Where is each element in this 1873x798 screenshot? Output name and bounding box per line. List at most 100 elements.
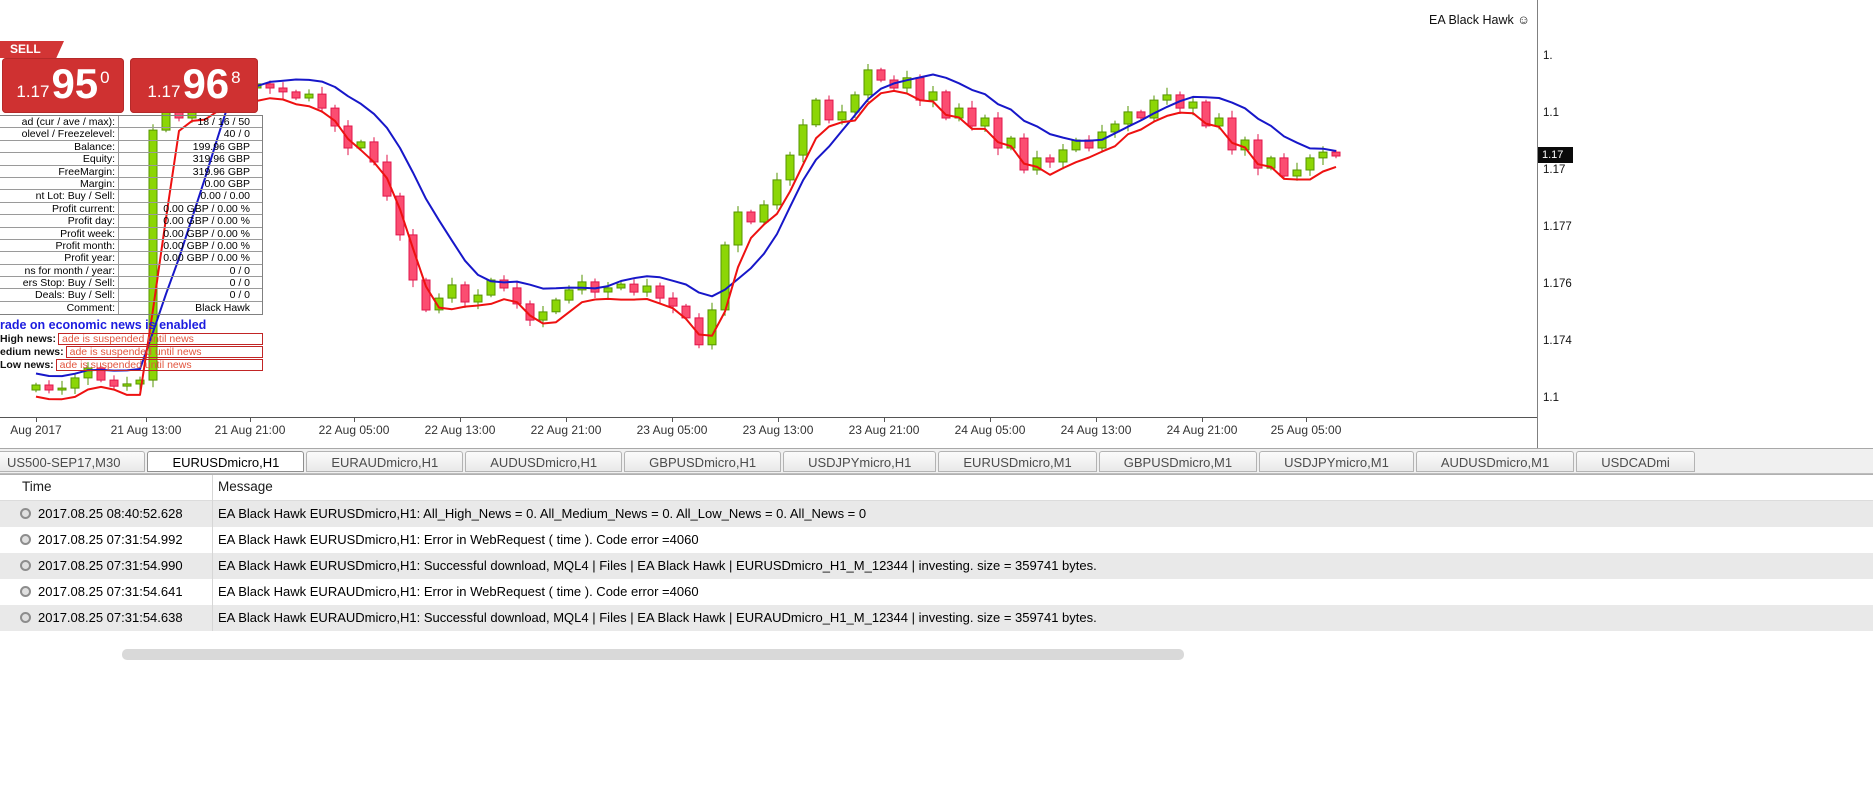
log-message: EA Black Hawk EURAUDmicro,H1: Error in W… <box>218 584 699 599</box>
info-row: ers Stop: Buy / Sell: 0 / 0 <box>0 277 262 290</box>
candle-body <box>1201 101 1211 127</box>
candle-body <box>733 211 743 246</box>
info-label: Profit current: <box>51 202 115 215</box>
candle-body <box>486 279 496 296</box>
log-message: EA Black Hawk EURUSDmicro,H1: Successful… <box>218 558 1097 573</box>
info-value: 0 / 0 <box>118 289 262 301</box>
candle-body <box>1253 139 1263 169</box>
candle-body <box>460 284 470 303</box>
candle-body <box>356 141 366 149</box>
candle-body <box>902 77 912 89</box>
tab-us500-sep17-m30[interactable]: US500-SEP17,M30 <box>0 451 146 472</box>
candle-body <box>447 284 457 299</box>
price-axis-label: 1.176 <box>1543 278 1572 290</box>
tab-euraudmicro-h1[interactable]: EURAUDmicro,H1 <box>306 451 464 472</box>
info-label: Equity: <box>82 153 115 165</box>
candle-body <box>837 111 847 121</box>
candle-body <box>1110 123 1120 133</box>
candle-body <box>1045 157 1055 163</box>
column-header-time[interactable]: Time <box>22 479 52 494</box>
info-row: nt Lot: Buy / Sell: 0.00 / 0.00 <box>0 190 262 203</box>
info-value: 0.00 GBP / 0.00 % <box>118 202 262 215</box>
info-row: ad (cur / ave / max): 18 / 16 / 50 <box>0 116 262 129</box>
tab-eurusdmicro-h1[interactable]: EURUSDmicro,H1 <box>147 451 305 472</box>
time-axis-label: 22 Aug 13:00 <box>424 423 496 437</box>
candle-body <box>70 377 80 389</box>
candle-body <box>1279 157 1289 177</box>
candle-body <box>629 283 639 293</box>
candle-body <box>538 311 548 321</box>
sell-ribbon: SELL <box>0 41 64 58</box>
tab-gbpusdmicro-h1[interactable]: GBPUSDmicro,H1 <box>624 451 782 472</box>
news-row: Low news: ade is suspended until news <box>0 359 263 372</box>
bid-price-box[interactable]: 1.17 95 0 <box>2 58 124 113</box>
time-axis[interactable]: Aug 2017 21 Aug 13:00 21 Aug 21:00 22 Aug 0… <box>0 418 1537 448</box>
candle-body <box>759 204 769 223</box>
log-time: 2017.08.25 07:31:54.992 <box>38 532 183 547</box>
candle-body <box>135 379 145 385</box>
info-row: Deals: Buy / Sell: 0 / 0 <box>0 289 262 302</box>
tab-eurusdmicro-m1[interactable]: EURUSDmicro,M1 <box>938 451 1097 472</box>
info-value: 0.00 GBP / 0.00 % <box>118 215 262 227</box>
price-axis-label: 1.1 <box>1543 107 1559 119</box>
candle-body <box>1032 157 1042 171</box>
candle-body <box>551 299 561 313</box>
candle-body <box>291 91 301 99</box>
tab-usdcadmi[interactable]: USDCADmi <box>1576 451 1695 472</box>
tab-gbpusdmicro-m1[interactable]: GBPUSDmicro,M1 <box>1098 451 1258 472</box>
ea-name-text: EA Black Hawk ☺ <box>1429 13 1530 27</box>
candle-body <box>122 383 132 387</box>
info-row: FreeMargin: 319.96 GBP <box>0 165 262 178</box>
info-row: Profit year: 0.00 GBP / 0.00 % <box>0 252 262 265</box>
current-price-box: 1.17 <box>1538 147 1573 163</box>
price-scale[interactable]: 1. 1.1 1.17 1.177 1.176 1.174 1.1 1.17 <box>1538 0 1873 448</box>
journal-row[interactable]: 2017.08.25 07:31:54.641 EA Black Hawk EUR… <box>0 579 1873 605</box>
candle-body <box>811 99 821 126</box>
news-value: ade is suspended until news <box>65 346 263 359</box>
journal-row[interactable]: 2017.08.25 07:31:54.638 EA Black Hawk EUR… <box>0 605 1873 631</box>
candle-body <box>876 69 886 81</box>
price-axis-label: 1. <box>1543 50 1553 62</box>
tab-usdjpymicro-m1[interactable]: USDJPYmicro,M1 <box>1259 451 1414 472</box>
news-value: ade is suspended until news <box>55 359 263 372</box>
info-value: 0.00 GBP / 0.00 % <box>118 227 262 239</box>
time-axis-label: 25 Aug 05:00 <box>1270 423 1342 437</box>
info-row: Margin: 0.00 GBP <box>0 177 262 191</box>
tab-audusdmicro-h1[interactable]: AUDUSDmicro,H1 <box>465 451 623 472</box>
candle-body <box>512 287 522 305</box>
tab-usdjpymicro-h1[interactable]: USDJPYmicro,H1 <box>783 451 937 472</box>
journal-row[interactable]: 2017.08.25 08:40:52.628 EA Black Hawk EUR… <box>0 501 1873 527</box>
price-axis-label: 1.17 <box>1543 164 1566 176</box>
candle-body <box>1188 101 1198 109</box>
candle-body <box>616 283 626 289</box>
time-axis-label: Aug 2017 <box>10 423 62 437</box>
info-label: Comment: <box>66 301 115 314</box>
ask-price-box[interactable]: 1.17 96 8 <box>130 58 258 113</box>
ea-status-label: EA Black Hawk ☺ <box>1429 13 1530 27</box>
tab-audusdmicro-m1[interactable]: AUDUSDmicro,M1 <box>1415 451 1575 472</box>
candlestick-chart[interactable] <box>0 0 1873 448</box>
candle-body <box>304 93 314 99</box>
candle-body <box>148 129 158 381</box>
log-time: 2017.08.25 08:40:52.628 <box>38 506 183 521</box>
journal-row[interactable]: 2017.08.25 07:31:54.992 EA Black Hawk EUR… <box>0 527 1873 553</box>
time-axis-label: 21 Aug 13:00 <box>110 423 182 437</box>
column-header-message[interactable]: Message <box>218 479 273 494</box>
candle-body <box>343 125 353 149</box>
time-axis-label: 24 Aug 13:00 <box>1060 423 1132 437</box>
candle-body <box>694 317 704 346</box>
price-axis-label: 1.1 <box>1543 392 1559 404</box>
candle-body <box>434 297 444 311</box>
journal-row[interactable]: 2017.08.25 07:31:54.990 EA Black Hawk EUR… <box>0 553 1873 579</box>
candle-body <box>1058 149 1068 163</box>
candle-body <box>83 367 93 379</box>
chart-window[interactable]: 1. 1.1 1.17 1.177 1.176 1.174 1.1 1.17 Aug 2017… <box>0 0 1873 448</box>
candle-body <box>1214 117 1224 127</box>
bid-main-digits: 95 <box>51 60 99 107</box>
ask-main-digits: 96 <box>182 60 230 107</box>
info-label: Deals: Buy / Sell: <box>35 289 115 301</box>
account-info-table: ad (cur / ave / max): 18 / 16 / 50 olevel … <box>0 115 263 316</box>
candle-body <box>980 117 990 127</box>
time-axis-label: 21 Aug 21:00 <box>214 423 286 437</box>
info-label: Profit year: <box>64 252 115 264</box>
